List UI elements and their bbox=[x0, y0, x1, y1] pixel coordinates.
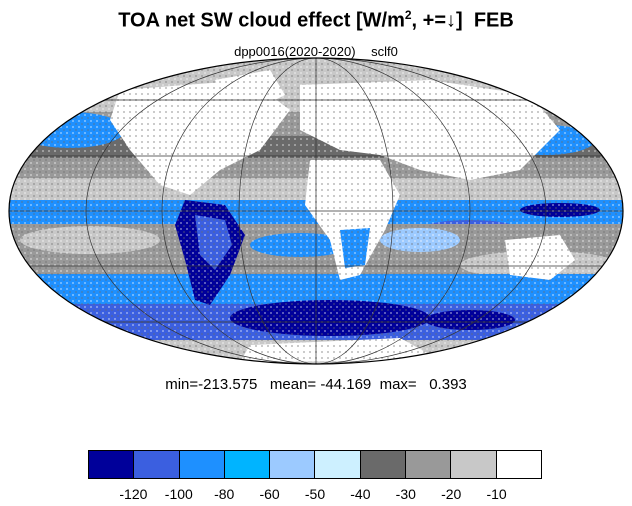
colorbar-tick-label: -40 bbox=[350, 486, 371, 502]
plot-title: TOA net SW cloud effect [W/m2, +=↓] FEB bbox=[0, 8, 632, 33]
globe-outline bbox=[8, 57, 624, 365]
map-field bbox=[9, 58, 623, 364]
colorbar-tick-label: -80 bbox=[214, 486, 235, 502]
colorbar-swatch bbox=[224, 451, 271, 478]
mean-value: -44.169 bbox=[320, 376, 372, 393]
colorbar-tick-label: -120 bbox=[119, 486, 148, 502]
mean-label: mean= bbox=[269, 376, 317, 393]
min-value: -213.575 bbox=[198, 376, 258, 393]
colorbar bbox=[88, 450, 542, 479]
colorbar-swatch bbox=[360, 451, 407, 478]
title-superscript: 2 bbox=[404, 8, 412, 22]
colorbar-tick-label: -10 bbox=[486, 486, 507, 502]
title-suffix: , +=↓] bbox=[411, 9, 463, 32]
colorbar-tick-label: -30 bbox=[395, 486, 416, 502]
colorbar-swatch bbox=[134, 451, 180, 478]
min-label: min= bbox=[165, 376, 199, 393]
colorbar-swatch bbox=[270, 451, 316, 478]
title-month: FEB bbox=[473, 9, 514, 32]
colorbar-swatch bbox=[179, 451, 225, 478]
stats-line: min=-213.575 mean= -44.169 max= 0.393 bbox=[0, 376, 632, 393]
subtitle-variable: sclf0 bbox=[371, 44, 398, 59]
graticule bbox=[9, 58, 623, 364]
max-value: 0.393 bbox=[429, 376, 467, 393]
max-label: max= bbox=[379, 376, 417, 393]
colorbar-swatch bbox=[451, 451, 497, 478]
colorbar-tick-label: -50 bbox=[304, 486, 326, 502]
plot-subtitle: dpp0016(2020-2020) sclf0 bbox=[0, 44, 632, 59]
colorbar-swatch bbox=[406, 451, 452, 478]
colorbar-tick-label: -100 bbox=[164, 486, 193, 502]
subtitle-experiment: dpp0016(2020-2020) bbox=[234, 44, 356, 59]
colorbar-tick-label: -60 bbox=[259, 486, 280, 502]
colorbar-tick-label: -20 bbox=[441, 486, 462, 502]
colorbar-swatch bbox=[315, 451, 361, 478]
colorbar-ticks: -120 -100 -80 -60 -50 -40 -30 -20 -10 bbox=[0, 486, 632, 504]
colorbar-swatch bbox=[89, 451, 135, 478]
colorbar-swatch bbox=[496, 451, 541, 478]
title-prefix: TOA net SW cloud effect [W/m bbox=[118, 9, 405, 32]
